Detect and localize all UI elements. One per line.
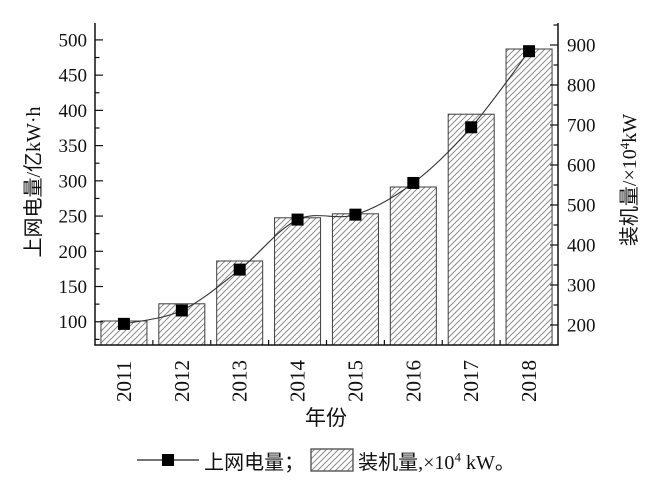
left-axis-tick-label: 250 xyxy=(59,207,88,228)
left-axis-tick-labels: 100 150 200 250 300 350 400 450 500 xyxy=(59,30,88,333)
x-tick-label-2017: 2017 xyxy=(459,360,483,402)
marker-2014 xyxy=(291,213,304,226)
left-axis-tick-label: 100 xyxy=(59,312,88,333)
x-tick-label-2015: 2015 xyxy=(343,360,367,402)
legend-item-line-series: 上网电量； xyxy=(136,446,304,475)
bar-2017 xyxy=(447,113,495,346)
right-axis-tick-label: 700 xyxy=(567,116,596,137)
superscript-4: 4 xyxy=(454,448,461,464)
marker-2012 xyxy=(175,304,188,317)
left-axis-tick-label: 350 xyxy=(59,136,88,157)
marker-2017 xyxy=(465,121,478,134)
x-tick-label-2013: 2013 xyxy=(228,360,252,402)
legend-label-line-series: 上网电量； xyxy=(204,451,305,474)
bars-group xyxy=(100,48,553,346)
x-tick-label-2011: 2011 xyxy=(112,361,136,402)
right-axis-tick-label: 500 xyxy=(567,196,596,217)
right-axis-title: 装机量/×104kW xyxy=(617,114,641,246)
x-tick-label-2018: 2018 xyxy=(517,360,541,402)
chart-legend: 上网电量； 装机量,×104 kW。 xyxy=(0,442,651,478)
marker-2013 xyxy=(233,263,246,276)
chart-canvas: 100 150 200 250 300 350 400 450 500 200 300 400 500 6… xyxy=(22,23,641,430)
right-axis-tick-label: 900 xyxy=(567,36,596,57)
left-axis-tick-label: 150 xyxy=(59,277,88,298)
x-tick-label-2012: 2012 xyxy=(170,360,194,402)
bar-2014 xyxy=(274,217,322,346)
right-axis-ticks xyxy=(550,24,558,326)
marker-2016 xyxy=(407,176,420,189)
x-tick-label-2016: 2016 xyxy=(401,360,425,402)
x-axis-tick-labels: 2011 2012 2013 2014 2015 2016 2017 2018 xyxy=(112,360,541,403)
line-marker-glyph xyxy=(137,454,200,466)
right-axis-tick-label: 400 xyxy=(567,236,596,257)
right-axis-tick-label: 300 xyxy=(567,276,596,297)
right-axis-tick-label: 800 xyxy=(567,76,596,97)
left-axis-tick-label: 200 xyxy=(59,242,88,263)
bar-2016 xyxy=(389,186,437,346)
markers-group xyxy=(117,45,536,330)
bar-2018 xyxy=(505,48,553,346)
hatch-swatch-icon xyxy=(310,448,354,472)
x-axis-ticks xyxy=(152,340,501,345)
legend-label-bar-series: 装机量,×104 kW。 xyxy=(358,448,515,474)
left-axis-tick-label: 300 xyxy=(59,171,88,192)
left-axis-title: 上网电量/亿kW·h xyxy=(22,106,45,257)
legend-item-bar-series: 装机量,×104 kW。 xyxy=(310,446,515,475)
marker-2018 xyxy=(523,45,536,58)
left-axis-tick-label: 500 xyxy=(59,30,88,51)
marker-2015 xyxy=(349,208,362,221)
x-axis-title: 年份 xyxy=(305,406,347,430)
right-axis-tick-label: 200 xyxy=(567,316,596,337)
bar-2015 xyxy=(331,213,379,346)
right-axis-tick-label: 600 xyxy=(567,156,596,177)
left-axis-tick-label: 450 xyxy=(59,66,88,87)
left-axis-tick-label: 400 xyxy=(59,101,88,122)
right-axis-tick-labels: 200 300 400 500 600 700 800 900 xyxy=(567,36,596,337)
x-tick-label-2014: 2014 xyxy=(286,360,310,403)
left-axis-ticks xyxy=(95,39,103,340)
marker-2011 xyxy=(117,317,130,330)
